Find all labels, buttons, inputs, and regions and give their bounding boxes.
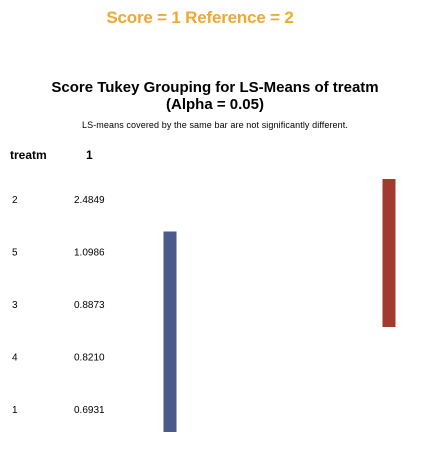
- lsmean-label: 2.4849: [74, 195, 105, 206]
- column-header-group: 1: [86, 148, 93, 162]
- treatm-label: 5: [12, 248, 18, 259]
- chart-title: Score Tukey Grouping for LS-Means of tre…: [0, 79, 430, 113]
- chart-subtitle: LS-means covered by the same bar are not…: [82, 120, 348, 130]
- treatm-label: 4: [12, 353, 18, 364]
- lsmean-label: 0.6931: [74, 405, 105, 416]
- lsmean-label: 1.0986: [74, 248, 105, 259]
- banner-title: Score = 1 Reference = 2: [106, 8, 294, 27]
- treatm-label: 3: [12, 300, 18, 311]
- lsmean-label: 0.8210: [74, 353, 105, 364]
- grouping-bar: [382, 179, 396, 327]
- treatm-label: 2: [12, 195, 18, 206]
- treatm-label: 1: [12, 405, 18, 416]
- chart-title-line1: Score Tukey Grouping for LS-Means of tre…: [51, 79, 379, 96]
- lsmean-label: 0.8873: [74, 300, 105, 311]
- column-header-treatm: treatm: [10, 148, 47, 162]
- grouping-bar: [163, 231, 177, 432]
- chart-title-line2: (Alpha = 0.05): [166, 96, 264, 113]
